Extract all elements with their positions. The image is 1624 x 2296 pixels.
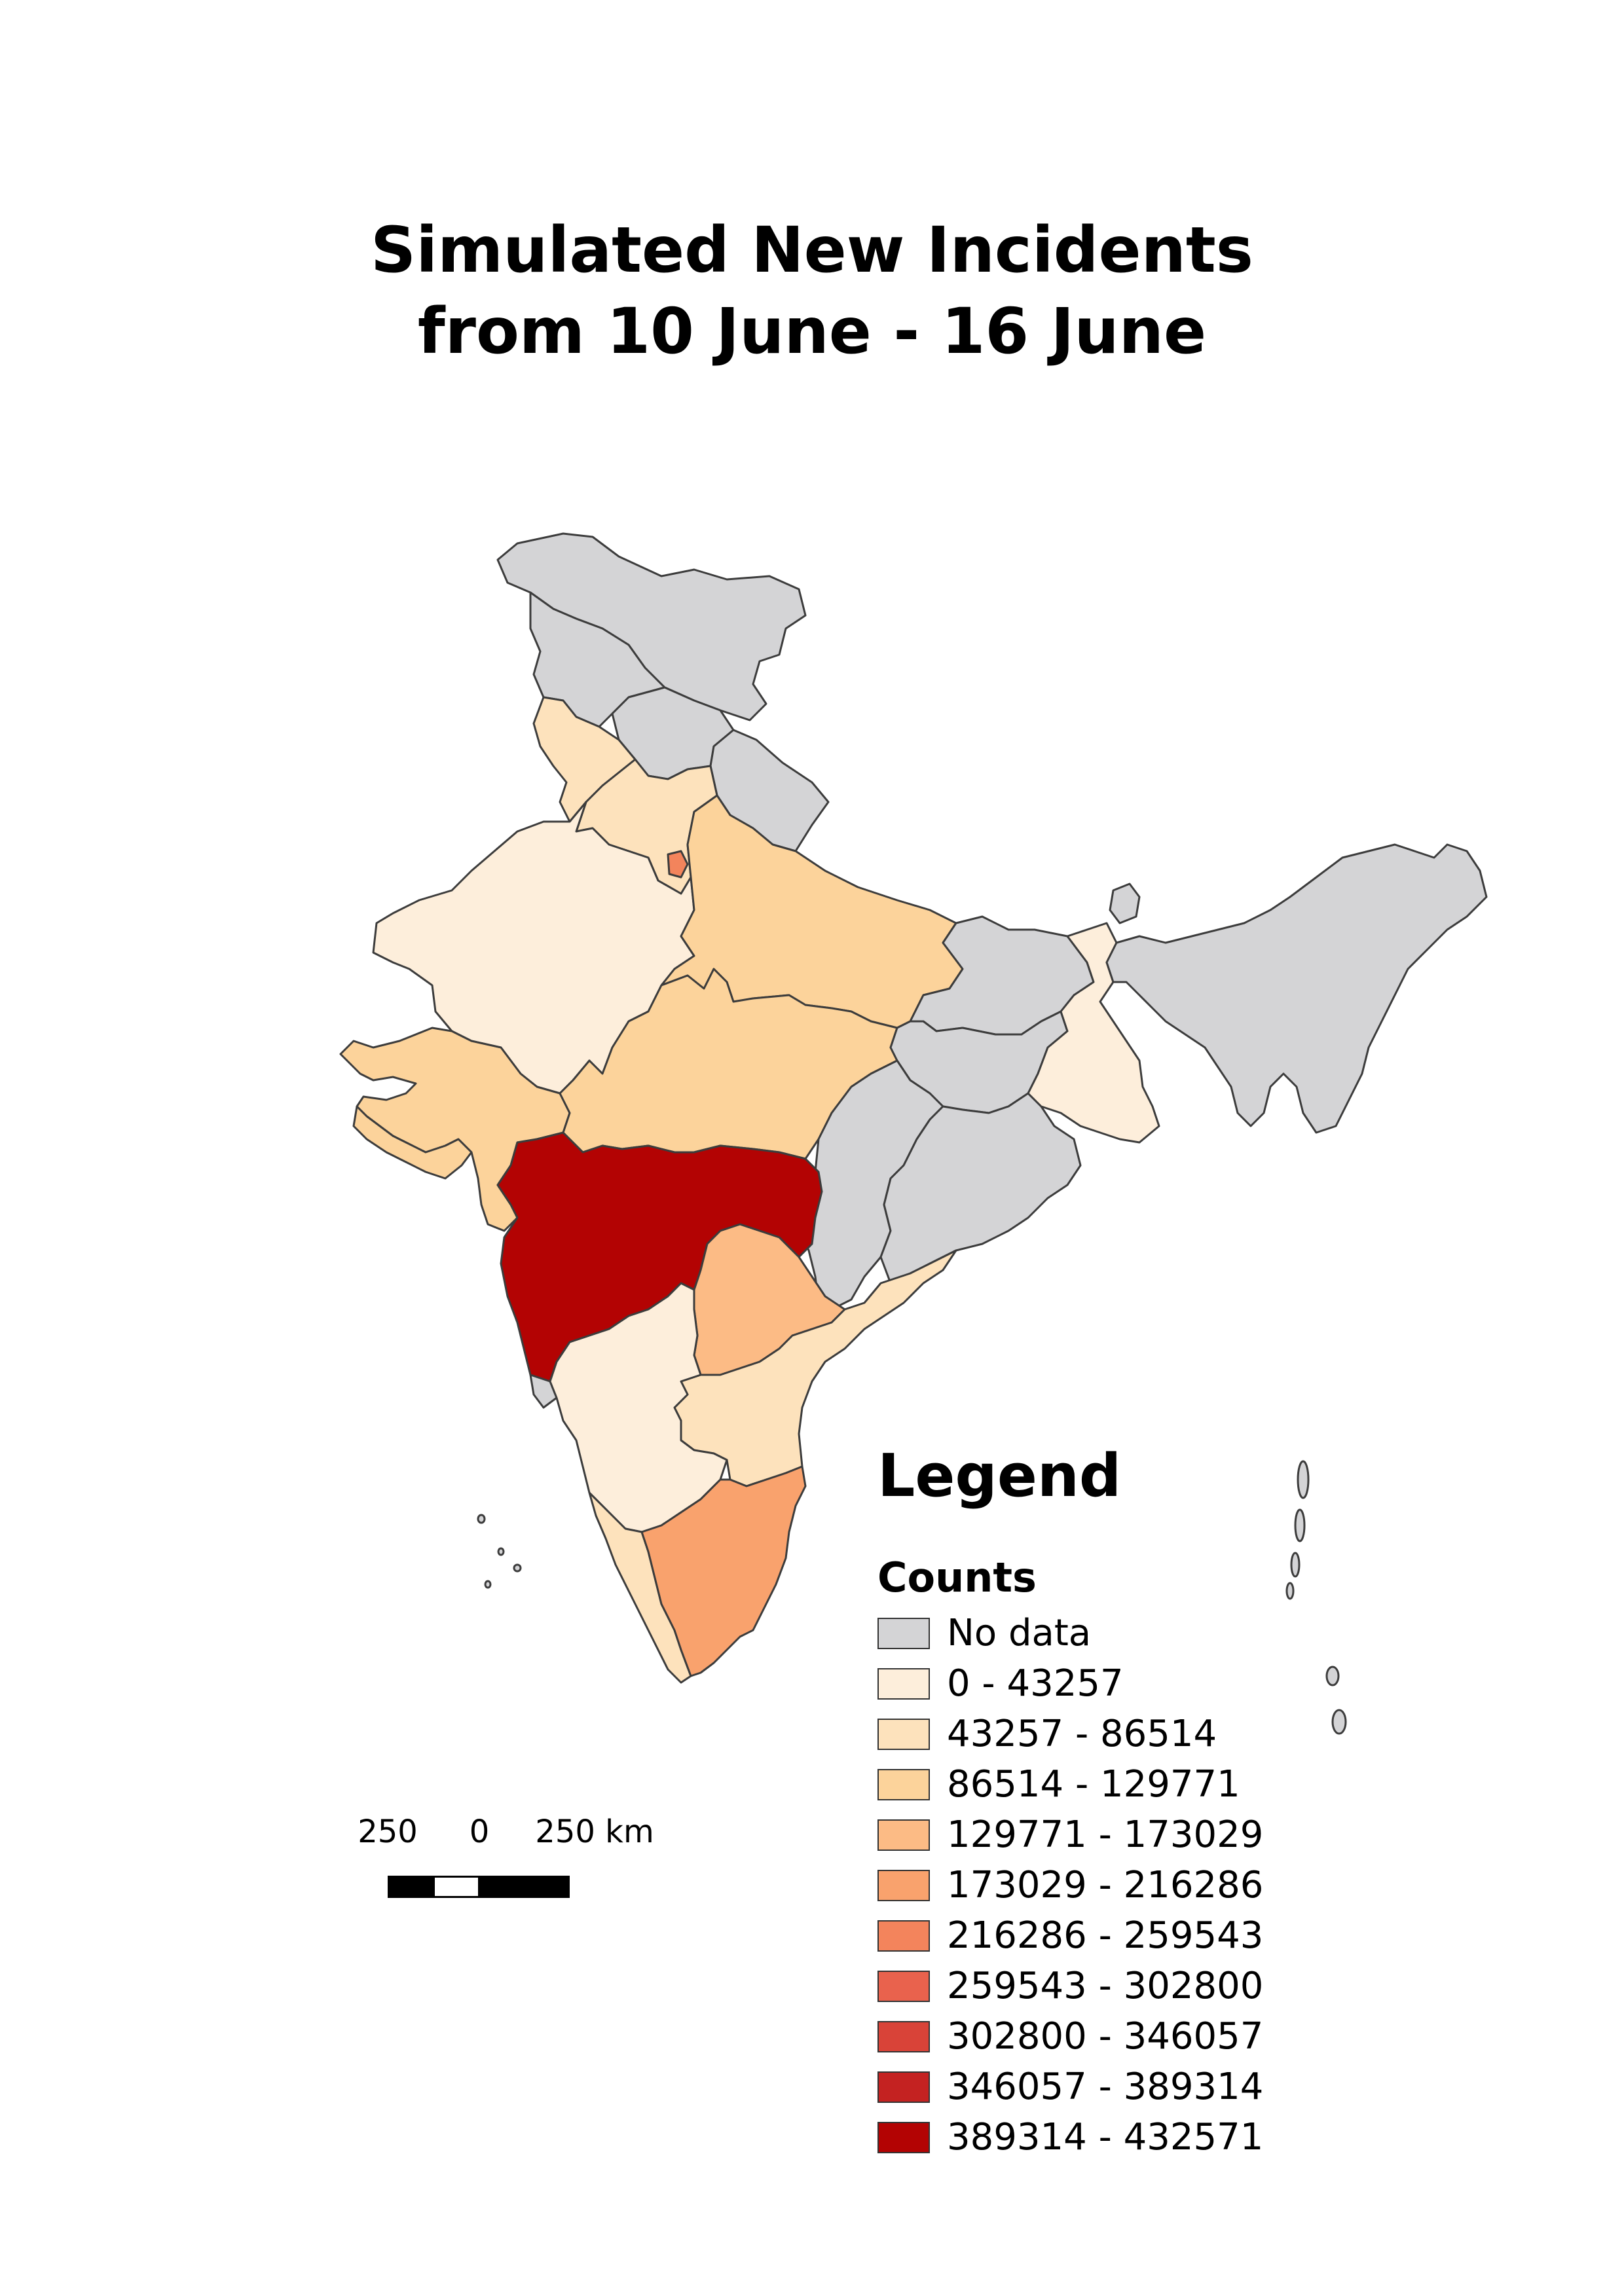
legend-swatch — [877, 2071, 930, 2103]
islands — [477, 1460, 1347, 1735]
region-sikkim — [1109, 883, 1141, 924]
island — [513, 1563, 522, 1573]
legend-subtitle: Counts — [877, 1554, 1037, 1601]
legend-label: 0 - 43257 — [947, 1662, 1124, 1705]
legend-swatch — [877, 2020, 930, 2052]
legend-label: No data — [947, 1611, 1092, 1654]
legend-swatch — [877, 1920, 930, 1952]
island — [497, 1547, 505, 1556]
legend-swatch — [877, 1667, 930, 1700]
scale-mid-label: 0 — [469, 1813, 490, 1850]
island — [1285, 1582, 1295, 1600]
legend-label: 173029 - 216286 — [947, 1863, 1264, 1906]
legend-label: 389314 - 432571 — [947, 2115, 1264, 2159]
scale-segment — [478, 1876, 570, 1898]
legend-item: 0 - 43257 — [877, 1658, 1336, 1709]
legend-swatch — [877, 1869, 930, 1901]
legend-item: 173029 - 216286 — [877, 1860, 1336, 1910]
scale-segment — [388, 1876, 435, 1898]
legend-label: 346057 - 389314 — [947, 2065, 1264, 2108]
region-north-east — [1105, 843, 1488, 1134]
scale-bar: 250 0 250 km — [354, 1813, 655, 1918]
title-line-1: Simulated New Incidents — [371, 213, 1253, 287]
legend-swatch — [877, 1768, 930, 1800]
legend-item: 129771 - 173029 — [877, 1810, 1336, 1860]
legend-item: 302800 - 346057 — [877, 2011, 1336, 2062]
legend-item: 389314 - 432571 — [877, 2112, 1336, 2162]
island — [1294, 1508, 1306, 1542]
legend-swatch — [877, 1819, 930, 1851]
legend-swatch — [877, 2121, 930, 2153]
legend-label: 216286 - 259543 — [947, 1914, 1264, 1957]
island — [1325, 1666, 1340, 1686]
title-line-2: from 10 June - 16 June — [417, 295, 1207, 368]
island — [1331, 1709, 1347, 1735]
legend-label: 86514 - 129771 — [947, 1762, 1240, 1806]
region-karnataka — [549, 1282, 728, 1533]
region-delhi — [667, 850, 689, 879]
legend-item: 86514 - 129771 — [877, 1759, 1336, 1810]
legend-item: 216286 - 259543 — [877, 1910, 1336, 1961]
legend: Legend Counts No data 0 - 43257 43257 - 86… — [877, 1440, 1336, 2162]
legend-label: 129771 - 173029 — [947, 1813, 1264, 1856]
region-tamil-nadu — [640, 1465, 807, 1677]
legend-item: 346057 - 389314 — [877, 2062, 1336, 2112]
region-gujarat — [339, 1027, 571, 1232]
scale-left-label: 250 — [358, 1813, 418, 1850]
legend-title: Legend — [877, 1442, 1122, 1510]
legend-label: 259543 - 302800 — [947, 1964, 1264, 2007]
map-title: Simulated New Incidents from 10 June - 1… — [0, 210, 1624, 372]
legend-swatch — [877, 1718, 930, 1750]
legend-item: No data — [877, 1608, 1336, 1658]
legend-swatch — [877, 1617, 930, 1649]
island — [484, 1580, 492, 1589]
scale-segment — [433, 1876, 480, 1898]
legend-swatch — [877, 1970, 930, 2002]
region-gujarat-saurashtra — [352, 1105, 473, 1180]
legend-label: 302800 - 346057 — [947, 2014, 1264, 2058]
legend-item: 259543 - 302800 — [877, 1961, 1336, 2011]
legend-label: 43257 - 86514 — [947, 1712, 1217, 1755]
legend-item: 43257 - 86514 — [877, 1709, 1336, 1759]
island — [477, 1514, 486, 1524]
scale-right-label: 250 km — [535, 1813, 654, 1850]
island — [1297, 1460, 1310, 1499]
island — [1290, 1552, 1301, 1578]
